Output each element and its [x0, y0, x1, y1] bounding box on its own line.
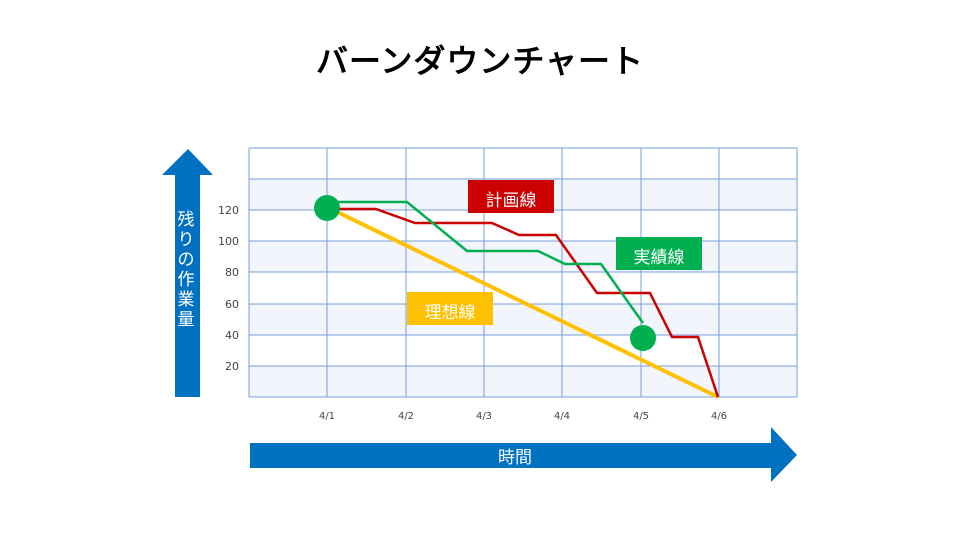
svg-text:60: 60 [225, 298, 239, 311]
x-axis-label: 時間 [498, 448, 532, 468]
page-title: バーンダウンチャート [315, 42, 645, 80]
svg-text:4/3: 4/3 [476, 411, 492, 422]
svg-text:4/5: 4/5 [633, 411, 649, 422]
start-marker [314, 195, 340, 221]
plan-legend-box [468, 180, 554, 213]
svg-text:4/1: 4/1 [319, 411, 335, 422]
svg-text:4/2: 4/2 [398, 411, 414, 422]
current-marker [630, 325, 656, 351]
ideal-legend-label: 理想線 [424, 303, 476, 323]
y-axis-arrow [162, 149, 213, 397]
svg-text:4/4: 4/4 [554, 411, 570, 422]
svg-text:80: 80 [225, 266, 239, 279]
y-tick-labels: 120 100 80 60 40 20 [218, 204, 239, 373]
y-axis-label: 残りの作業量 [177, 210, 195, 330]
actual-legend-box [616, 237, 702, 270]
ideal-line [326, 205, 719, 399]
plan-legend-label: 計画線 [485, 191, 537, 211]
x-tick-labels: 4/1 4/2 4/3 4/4 4/5 4/6 [319, 411, 727, 422]
svg-text:120: 120 [218, 204, 239, 217]
ideal-legend-box [407, 292, 493, 325]
actual-line [327, 200, 645, 324]
actual-legend-label: 実績線 [633, 248, 685, 268]
svg-text:100: 100 [218, 235, 239, 248]
plan-line [327, 207, 720, 398]
svg-text:4/6: 4/6 [711, 411, 727, 422]
svg-text:20: 20 [225, 360, 239, 373]
x-axis-arrow [250, 427, 797, 482]
svg-text:40: 40 [225, 329, 239, 342]
